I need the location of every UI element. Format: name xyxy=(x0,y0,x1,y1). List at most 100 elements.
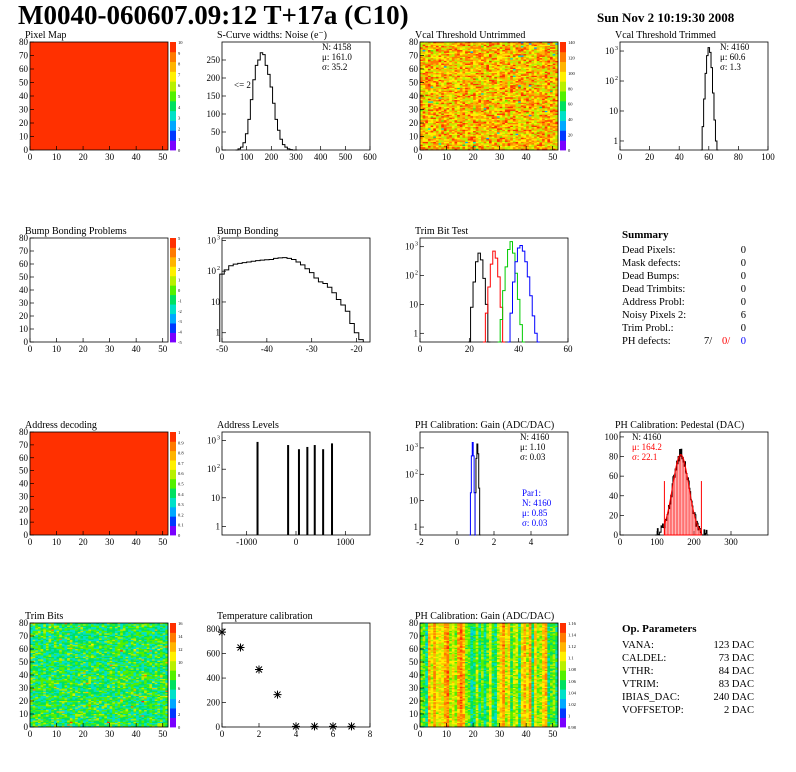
colorbar-swatch xyxy=(170,478,176,489)
x-tick-label: 200 xyxy=(265,152,279,162)
heatmap-cell xyxy=(467,98,471,101)
heatmap-cell xyxy=(449,128,453,131)
heatmap-cell xyxy=(539,85,543,87)
heatmap-cell xyxy=(473,118,477,121)
heatmap-cell xyxy=(470,114,474,117)
heatmap-cell xyxy=(420,145,423,148)
heatmap-cell xyxy=(422,52,426,55)
heatmap-cell xyxy=(425,123,429,125)
heatmap-cell xyxy=(542,109,546,112)
heatmap-cell xyxy=(504,104,508,106)
heatmap-cell xyxy=(502,87,506,90)
heatmap-cell xyxy=(457,43,461,46)
heatmap-cell xyxy=(510,43,514,46)
x-tick-label: 80 xyxy=(734,152,744,162)
heatmap-cell xyxy=(37,637,41,639)
heatmap-cell xyxy=(512,139,516,141)
heatmap-cell xyxy=(473,129,477,132)
heatmap-cell xyxy=(552,54,556,56)
colorbar-tick-label: 2 xyxy=(178,126,180,131)
heatmap-cell xyxy=(526,69,530,71)
heatmap-cell xyxy=(486,67,490,70)
heatmap-cell xyxy=(454,69,458,71)
heatmap-cell xyxy=(502,59,506,62)
heatmap-cell xyxy=(489,86,492,89)
heatmap-cell xyxy=(520,87,524,90)
y-tick-label: 60 xyxy=(19,64,29,74)
heatmap-cell xyxy=(518,78,522,81)
y-tick-label: 70 xyxy=(409,51,419,61)
heatmap-cell xyxy=(454,114,458,117)
heatmap-cell xyxy=(30,630,33,633)
heatmap-cell xyxy=(542,66,546,68)
heatmap-cell xyxy=(483,108,487,110)
heatmap-cell xyxy=(32,725,36,728)
heatmap-cell xyxy=(446,143,450,145)
heatmap-cell xyxy=(512,121,516,124)
heatmap-cell xyxy=(481,144,485,147)
colorbar-swatch xyxy=(170,91,176,102)
heatmap-cell xyxy=(478,59,482,62)
colorbar-swatch xyxy=(170,42,176,53)
heatmap-cell xyxy=(539,105,543,108)
colorbar-tick-label: 4 xyxy=(178,246,181,251)
heatmap-cell xyxy=(491,91,495,94)
heatmap-cell xyxy=(518,97,522,100)
heatmap-fill xyxy=(30,42,168,150)
heatmap-cell xyxy=(443,62,447,64)
heatmap-cell xyxy=(427,43,431,46)
heatmap-cell xyxy=(441,70,445,73)
heatmap-cell xyxy=(475,85,479,87)
y-tick-label: 10 xyxy=(609,106,619,116)
heatmap-cell xyxy=(531,101,535,104)
heatmap-cell xyxy=(465,81,469,83)
heatmap-cell xyxy=(555,82,559,85)
heatmap-cell xyxy=(459,101,463,104)
heatmap-cell xyxy=(512,86,516,89)
heatmap-cell xyxy=(481,48,485,51)
heatmap-cell xyxy=(420,98,423,101)
heatmap-cell xyxy=(486,69,490,71)
heatmap-cell xyxy=(470,118,474,121)
heatmap-cell xyxy=(512,81,516,83)
heatmap-cell xyxy=(37,719,41,721)
heatmap-cell xyxy=(420,93,423,95)
heatmap-cell xyxy=(502,83,506,86)
heatmap-cell xyxy=(433,50,437,52)
heatmap-cell xyxy=(420,120,423,122)
heatmap-cell xyxy=(510,77,514,79)
heatmap-cell xyxy=(518,43,522,46)
heatmap-cell xyxy=(449,75,453,78)
heatmap-cell xyxy=(462,141,466,144)
y-tick-label: 50 xyxy=(19,78,29,88)
heatmap-cell xyxy=(523,129,527,132)
heatmap-cell xyxy=(425,89,429,91)
heatmap-cell xyxy=(430,79,434,82)
heatmap-cell xyxy=(518,47,522,50)
heatmap-cell xyxy=(531,104,535,106)
heatmap-cell xyxy=(451,86,455,89)
heatmap-cell xyxy=(433,51,437,54)
heatmap-cell xyxy=(430,60,434,63)
heatmap-cell xyxy=(427,133,431,136)
heatmap-cell xyxy=(454,136,458,139)
heatmap-cell xyxy=(425,148,429,151)
heatmap-cell xyxy=(40,652,44,655)
heatmap-cell xyxy=(425,132,429,135)
colorbar-swatch xyxy=(170,450,176,461)
heatmap-cell xyxy=(454,102,458,105)
heatmap-cell xyxy=(478,87,482,90)
heatmap-cell xyxy=(547,112,551,114)
heatmap-cell xyxy=(523,48,527,51)
heatmap-cell xyxy=(502,74,506,77)
heatmap-cell xyxy=(518,110,522,113)
heatmap-cell xyxy=(499,139,503,141)
heatmap-cell xyxy=(451,74,455,77)
heatmap-cell xyxy=(475,59,479,62)
y-tick-label: 10 xyxy=(405,242,415,252)
heatmap-cell xyxy=(446,147,450,149)
heatmap-cell xyxy=(457,83,461,86)
heatmap-cell xyxy=(441,143,445,145)
heatmap-cell xyxy=(470,145,474,148)
